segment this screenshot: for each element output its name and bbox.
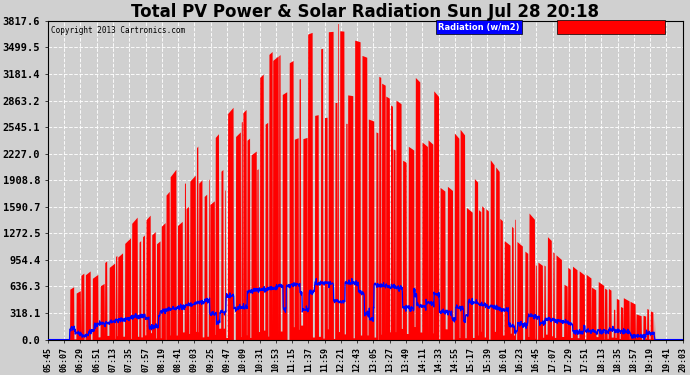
- Text: Radiation (w/m2): Radiation (w/m2): [438, 22, 520, 32]
- Title: Total PV Power & Solar Radiation Sun Jul 28 20:18: Total PV Power & Solar Radiation Sun Jul…: [131, 3, 600, 21]
- Text: PV Panels  (DC Watts): PV Panels (DC Watts): [559, 22, 663, 32]
- Text: Copyright 2013 Cartronics.com: Copyright 2013 Cartronics.com: [51, 26, 185, 35]
